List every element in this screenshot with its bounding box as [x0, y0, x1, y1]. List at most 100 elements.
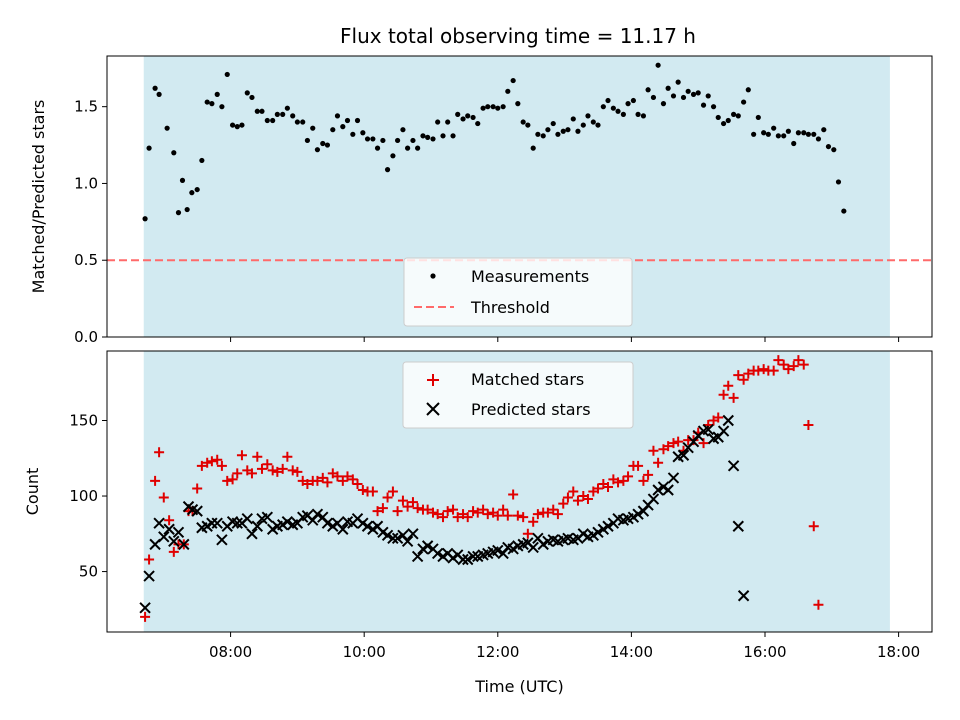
measurement-point: [274, 111, 280, 117]
matched-star-point: [372, 506, 383, 517]
matched-star-point: [256, 463, 267, 474]
predicted-star-point: [158, 531, 170, 543]
matched-star-point: [472, 507, 483, 518]
top-y-tick-label: 1.5: [74, 98, 98, 116]
predicted-star-point: [727, 460, 740, 472]
measurement-point: [320, 140, 326, 147]
predicted-star-point: [172, 526, 185, 538]
matched-star-point: [508, 489, 519, 500]
top-y-tick-label: 0.5: [74, 251, 98, 269]
matched-star-point: [552, 509, 563, 520]
matched-star-point: [246, 468, 257, 479]
matched-star-point: [277, 463, 288, 474]
predicted-star-point: [261, 511, 274, 523]
matched-star-point: [282, 451, 293, 462]
measurement-point: [204, 99, 210, 105]
measurement-point: [500, 104, 506, 110]
measurement-point: [570, 116, 576, 122]
measurement-point: [705, 93, 711, 99]
matched-star-point: [813, 599, 824, 610]
matched-star-point: [713, 412, 724, 423]
predicted-star-point: [246, 528, 258, 540]
measurement-point: [665, 85, 671, 91]
predicted-star-point: [467, 550, 479, 563]
measurement-point: [214, 91, 220, 97]
measurement-point: [290, 113, 296, 119]
matched-star-point: [232, 468, 243, 479]
matched-star-point: [738, 374, 749, 385]
measurement-point: [370, 136, 376, 142]
matched-star-point: [412, 503, 423, 514]
matched-star-point: [502, 510, 513, 521]
measurement-point: [645, 87, 651, 93]
predicted-star-point: [139, 602, 151, 614]
matched-star-point: [558, 498, 569, 509]
measurement-point: [360, 130, 366, 136]
matched-star-point: [743, 368, 754, 379]
measurement-point: [284, 105, 290, 111]
legend-matched-marker: [427, 374, 439, 386]
predicted-star-point: [652, 484, 664, 496]
bottom-y-ticks: 50 100 150: [69, 411, 107, 581]
measurement-point: [710, 104, 717, 110]
predicted-star-point: [592, 526, 604, 538]
predicted-star-point: [321, 517, 334, 529]
measurement-point: [835, 179, 842, 185]
matched-star-point: [442, 506, 453, 517]
bottom-y-tick-label: 50: [79, 563, 98, 581]
measurement-point: [615, 108, 621, 114]
matched-star-point: [337, 475, 348, 486]
matched-star-point: [613, 477, 624, 488]
measurement-point: [314, 147, 321, 153]
x-tick-label: 12:00: [476, 643, 519, 661]
predicted-star-point: [231, 517, 243, 529]
bottom-y-tick-label: 150: [69, 411, 98, 429]
matched-star-point: [728, 392, 739, 403]
measurement-point: [440, 133, 446, 139]
matched-star-point: [272, 466, 283, 477]
measurement-point: [194, 186, 200, 193]
matched-star-point: [236, 450, 247, 461]
measurement-point: [280, 111, 286, 117]
matched-star-point: [768, 365, 779, 376]
predicted-star-point: [387, 532, 399, 545]
predicted-star-point: [178, 538, 190, 551]
matched-star-point: [638, 475, 649, 486]
matched-star-point: [548, 504, 559, 515]
measurement-point: [344, 117, 351, 124]
measurement-point: [189, 190, 195, 196]
measurement-point: [354, 117, 361, 124]
matched-star-point: [227, 474, 238, 485]
matched-star-point: [803, 420, 814, 431]
measurement-point: [405, 145, 411, 151]
measurement-point: [152, 85, 158, 91]
measurement-point: [590, 119, 596, 125]
measurement-point: [420, 133, 426, 139]
legend-measurements-marker: [430, 273, 436, 279]
matched-star-point: [382, 492, 393, 503]
predicted-star-point: [431, 547, 444, 560]
measurement-point: [171, 150, 177, 156]
measurement-point: [270, 117, 276, 124]
predicted-star-point: [457, 553, 469, 566]
matched-star-point: [267, 465, 278, 476]
measurement-points: [142, 62, 847, 222]
measurement-point: [425, 134, 431, 140]
measurement-point: [430, 136, 436, 142]
matched-star-point: [788, 361, 799, 372]
measurement-point: [525, 122, 531, 128]
measurement-point: [535, 131, 541, 137]
predicted-star-point: [211, 517, 223, 529]
measurement-point: [680, 94, 687, 101]
top-x-ticks: [230, 337, 900, 342]
predicted-star-point: [391, 532, 404, 545]
legend-matched-label: Matched stars: [471, 370, 584, 389]
predicted-star-point: [191, 505, 203, 517]
measurement-point: [179, 177, 186, 183]
measurement-point: [470, 114, 476, 121]
predicted-star-point: [361, 520, 374, 532]
predicted-star-point: [251, 520, 264, 532]
measurement-point: [600, 104, 606, 110]
matched-star-point: [572, 495, 583, 506]
measurement-point: [530, 145, 536, 151]
